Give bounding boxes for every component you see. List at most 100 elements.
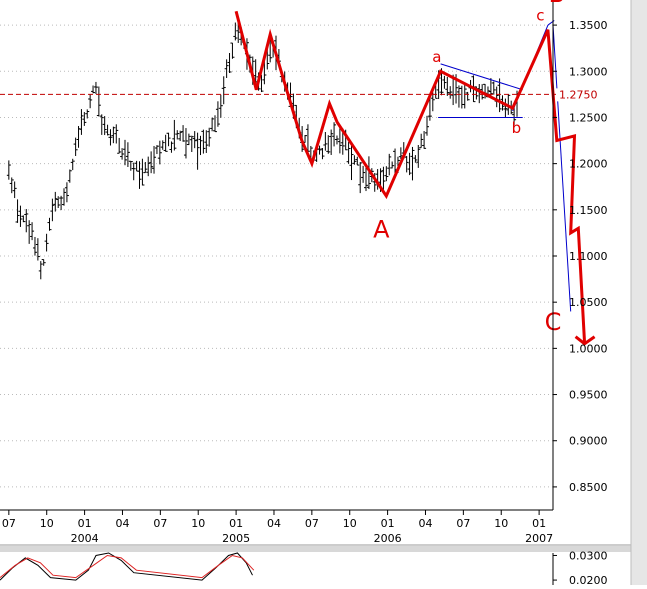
ohlc-bar xyxy=(102,116,107,136)
ohlc-bar xyxy=(85,109,90,119)
wave-label: c xyxy=(536,6,544,24)
ohlc-bar xyxy=(21,215,26,223)
ohlc-bar xyxy=(108,129,113,146)
ohlc-bar xyxy=(166,132,171,147)
ohlc-bar xyxy=(218,94,223,118)
ohlc-bar xyxy=(497,78,502,113)
ohlc-bar xyxy=(146,156,151,177)
y-tick-label: 0.9500 xyxy=(569,389,608,402)
y-tick-label: 1.2000 xyxy=(569,158,608,171)
current-price-tag xyxy=(556,88,611,102)
ohlc-bar xyxy=(419,133,424,149)
osc-tick-label: 0.0300 xyxy=(569,549,608,562)
panel-divider-bar[interactable] xyxy=(0,546,636,552)
ohlc-bar xyxy=(53,191,58,212)
ohlc-bar xyxy=(38,261,43,280)
ohlc-bar xyxy=(82,112,87,126)
ohlc-bar xyxy=(337,127,342,154)
ohlc-bar xyxy=(448,86,453,99)
vertical-scrollbar[interactable] xyxy=(631,0,647,585)
y-tick-label: 1.1000 xyxy=(569,250,608,263)
ohlc-bar xyxy=(149,151,154,174)
ohlc-bar xyxy=(178,130,183,142)
ohlc-bar xyxy=(122,139,127,166)
ohlc-bar xyxy=(18,205,23,227)
elliott-wave-line xyxy=(234,10,587,344)
ohlc-bar xyxy=(169,141,174,153)
ohlc-bar xyxy=(462,84,467,109)
x-axis-ticks: 07 10 01 04 07 10 01 04 07 10 01 04 07 10 01 2004 2005 20… xyxy=(2,510,553,545)
ohlc-bar xyxy=(407,152,412,176)
ohlc-bar xyxy=(157,140,162,165)
ohlc-bar xyxy=(326,135,331,154)
oscillator-ticks: 0.0300 0.0200 xyxy=(553,549,608,587)
ohlc-bar xyxy=(332,122,337,147)
ohlc-bar xyxy=(140,158,145,186)
ohlc-bar xyxy=(198,135,203,156)
ohlc-bar xyxy=(175,130,180,140)
ohlc-bar xyxy=(323,131,328,151)
ohlc-bar xyxy=(181,125,186,142)
ohlc-bar xyxy=(268,38,273,63)
ohlc-bar xyxy=(204,130,209,153)
ohlc-bar xyxy=(9,177,14,194)
ohlc-bar xyxy=(44,233,49,252)
ohlc-bar xyxy=(491,81,496,95)
ohlc-bar xyxy=(189,135,194,153)
x-tick-label: 10 xyxy=(494,517,508,530)
ohlc-bar xyxy=(27,220,32,244)
y-tick-label: 1.3000 xyxy=(569,65,608,78)
ohlc-bar xyxy=(125,142,130,167)
ohlc-bar xyxy=(358,162,363,194)
ohlc-bar xyxy=(404,155,409,173)
ohlc-bar xyxy=(70,158,75,171)
x-tick-label: 01 xyxy=(532,517,546,530)
x-tick-label: 07 xyxy=(456,517,470,530)
ohlc-bar xyxy=(422,131,427,149)
ohlc-bar xyxy=(183,128,188,159)
ohlc-bar xyxy=(361,165,366,183)
wave-label: A xyxy=(373,216,390,244)
x-tick-label: 01 xyxy=(381,517,395,530)
y-tick-label: 1.0000 xyxy=(569,342,608,355)
ohlc-bar xyxy=(317,145,322,155)
ohlc-bar xyxy=(413,155,418,163)
ohlc-bar xyxy=(195,132,200,170)
x-year-label: 2005 xyxy=(222,532,250,545)
ohlc-bar xyxy=(387,153,392,176)
ohlc-bar xyxy=(381,166,386,192)
ohlc-bar xyxy=(67,169,72,183)
ohlc-bar xyxy=(355,156,360,166)
ohlc-bar xyxy=(227,53,232,73)
ohlc-bar xyxy=(427,98,432,121)
ohlc-bar xyxy=(41,259,46,266)
x-year-label: 2004 xyxy=(71,532,99,545)
ohlc-bar xyxy=(465,91,470,101)
x-tick-label: 07 xyxy=(2,517,16,530)
axes: 1.3500 1.3000 1.2500 1.2000 1.1500 1.1000 1.05… xyxy=(0,2,611,545)
ohlc-bar xyxy=(334,135,339,145)
ohlc-bar xyxy=(143,162,148,174)
x-tick-label: 07 xyxy=(305,517,319,530)
ohlc-bar xyxy=(503,98,508,118)
ohlc-bar xyxy=(73,137,78,156)
y-axis-ticks: 1.3500 1.3000 1.2500 1.2000 1.1500 1.1000 1.05… xyxy=(553,19,608,494)
x-tick-label: 10 xyxy=(343,517,357,530)
ohlc-bar xyxy=(62,188,67,206)
current-price-label: 1.2750 xyxy=(559,88,598,101)
ohlc-bar xyxy=(137,161,142,189)
ohlc-bar xyxy=(221,76,226,105)
x-tick-label: 07 xyxy=(153,517,167,530)
ohlc-bar xyxy=(224,59,229,78)
ohlc-bar xyxy=(346,141,351,164)
y-tick-label: 1.3500 xyxy=(569,19,608,32)
y-tick-label: 1.1500 xyxy=(569,204,608,217)
ohlc-bar xyxy=(160,140,165,150)
x-year-label: 2007 xyxy=(525,532,553,545)
wave-label: b xyxy=(512,119,522,137)
ohlc-bar xyxy=(91,85,96,94)
ohlc-bar xyxy=(128,160,133,171)
elliott-wave xyxy=(234,10,596,346)
